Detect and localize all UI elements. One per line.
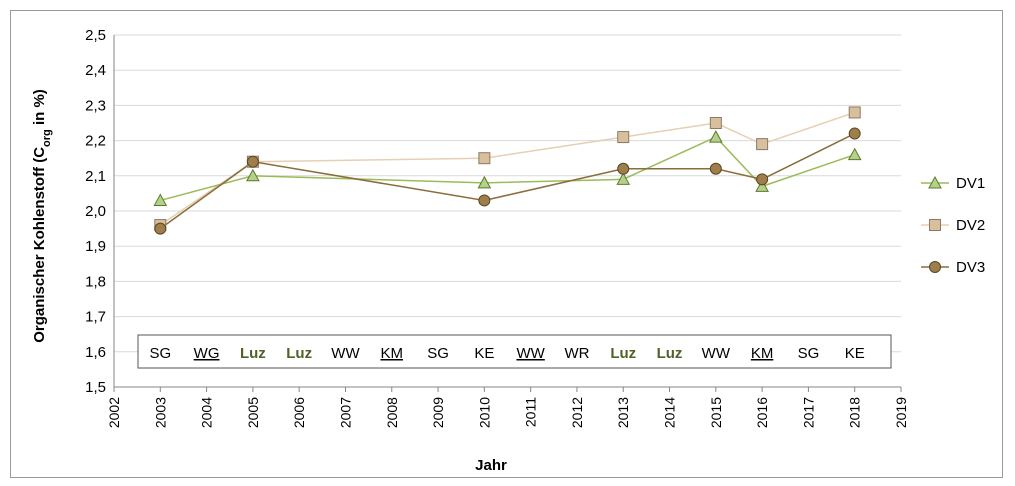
y-tick-label: 2,5 xyxy=(85,27,106,44)
axis-layer: 1,5 1,6 1,7 1,8 1,9 2,0 2,1 2,2 2,3 2,4 2,5 2002 200… xyxy=(85,27,909,428)
data-point-dv1 xyxy=(708,130,723,143)
data-point-dv3 xyxy=(756,173,769,186)
crop-label: WR xyxy=(564,345,589,362)
x-tick-label: 2003 xyxy=(152,397,168,428)
crop-label: Luz xyxy=(657,345,683,362)
crop-label: SG xyxy=(798,345,820,362)
crop-label: KE xyxy=(474,345,494,362)
crop-label: SG xyxy=(149,345,171,362)
data-point-dv2 xyxy=(709,117,722,129)
x-tick-label: 2010 xyxy=(476,397,492,428)
x-tick-label: 2005 xyxy=(245,397,261,428)
x-tick-label: 2006 xyxy=(291,397,307,428)
data-point-dv3 xyxy=(848,127,861,140)
y-tick-label: 2,2 xyxy=(85,133,106,150)
y-tick-label: 1,5 xyxy=(85,379,106,396)
data-point-dv1 xyxy=(153,193,168,206)
y-tick-label: 1,9 xyxy=(85,238,106,255)
x-tick-label: 2011 xyxy=(523,397,539,427)
crop-label: KM xyxy=(751,345,774,362)
series-line-dv2 xyxy=(159,111,855,226)
y-tick-label: 2,4 xyxy=(85,62,106,79)
data-point-dv1 xyxy=(847,147,862,161)
x-tick-label: 2016 xyxy=(754,397,770,428)
crop-label: WW xyxy=(516,345,545,362)
data-point-dv2 xyxy=(756,138,769,151)
x-tick-label: 2018 xyxy=(847,397,863,428)
y-tick-label: 1,8 xyxy=(85,273,106,290)
chart-frame: 1,5 1,6 1,7 1,8 1,9 2,0 2,1 2,2 2,3 2,4 2,5 2002 200… xyxy=(10,10,1003,478)
data-point-dv2 xyxy=(478,152,491,165)
x-tick-label: 2004 xyxy=(199,397,215,428)
series-line-dv3 xyxy=(159,132,856,230)
crop-label: Luz xyxy=(610,345,636,362)
crop-label: Luz xyxy=(240,345,266,362)
crop-label: Luz xyxy=(286,345,312,362)
series-line-dv1 xyxy=(160,136,855,202)
data-point-dv2 xyxy=(617,131,630,144)
y-tick-label: 2,0 xyxy=(85,203,106,220)
x-axis-title: Jahr xyxy=(475,457,507,474)
x-tick-label: 2019 xyxy=(893,397,909,428)
data-point-dv3 xyxy=(246,155,259,168)
data-point-dv1 xyxy=(928,175,942,189)
data-point-dv3 xyxy=(617,162,630,175)
legend-label-dv1: DV1 xyxy=(956,175,985,192)
x-tick-label: 2009 xyxy=(430,397,446,428)
grid-layer xyxy=(114,34,901,353)
legend: DV1 DV2 DV3 xyxy=(921,175,985,276)
data-point-dv3 xyxy=(709,162,722,175)
crop-label: KM xyxy=(381,345,404,362)
data-point-dv1 xyxy=(477,175,492,189)
y-tick-label: 1,7 xyxy=(85,309,106,326)
y-axis-title: Organischer Kohlenstoff (Corg in %) xyxy=(31,89,53,343)
x-tick-label: 2014 xyxy=(662,397,678,428)
data-point-dv1 xyxy=(755,179,769,192)
crop-rotation-frame xyxy=(137,334,892,369)
legend-label-dv2: DV2 xyxy=(956,217,985,234)
data-point-dv3 xyxy=(929,261,941,273)
data-point-dv2 xyxy=(929,219,941,231)
data-point-dv3 xyxy=(478,194,491,207)
x-tick-label: 2017 xyxy=(800,397,816,428)
legend-label-dv3: DV3 xyxy=(956,259,985,276)
x-tick-label: 2012 xyxy=(569,397,585,428)
crop-rotation-box: SG WG Luz Luz WW KM SG KE WW WR Luz Luz WW KM SG KE xyxy=(137,334,892,369)
crop-label: KE xyxy=(845,345,865,362)
data-point-dv1 xyxy=(246,168,260,182)
chart-svg: 1,5 1,6 1,7 1,8 1,9 2,0 2,1 2,2 2,3 2,4 2,5 2002 200… xyxy=(31,27,985,474)
crop-label: WG xyxy=(194,345,220,362)
x-tick-label: 2002 xyxy=(106,397,122,428)
x-tick-label: 2008 xyxy=(384,397,400,428)
x-tick-label: 2007 xyxy=(337,397,353,428)
crop-label: WW xyxy=(331,345,360,362)
series-layer xyxy=(153,106,862,235)
data-point-dv3 xyxy=(154,222,167,235)
y-tick-label: 1,6 xyxy=(85,344,106,361)
data-point-dv1 xyxy=(616,172,631,185)
data-point-dv2 xyxy=(848,106,861,119)
y-tick-label: 2,3 xyxy=(85,97,106,114)
crop-label: SG xyxy=(427,345,449,362)
x-tick-label: 2013 xyxy=(615,397,631,428)
x-tick-label: 2015 xyxy=(708,397,724,428)
y-tick-label: 2,1 xyxy=(85,168,106,185)
crop-label: WW xyxy=(702,345,731,362)
